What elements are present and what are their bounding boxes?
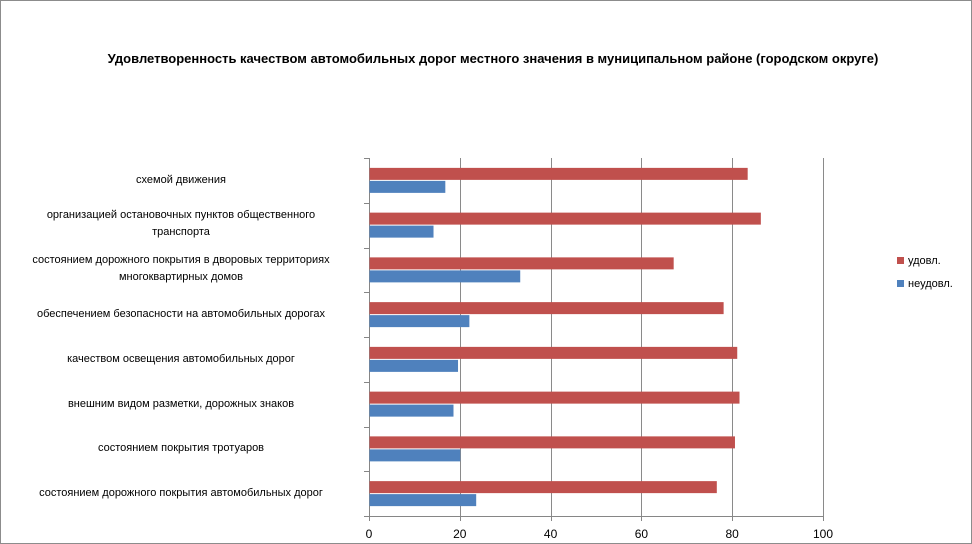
bar-unsatisfied — [369, 315, 470, 328]
category-label: качеством освещения автомобильных дорог — [6, 351, 356, 368]
category-label-line: внешним видом разметки, дорожных знаков — [67, 397, 295, 410]
bar-satisfied — [369, 257, 674, 270]
bar-satisfied — [369, 167, 748, 180]
bar-satisfied — [369, 346, 738, 359]
legend-item-satisfied: удовл. — [897, 255, 941, 267]
x-tick-label: 80 — [725, 527, 739, 541]
category-label: состоянием дорожного покрытия в дворовых… — [6, 252, 356, 286]
legend-label-satisfied: удовл. — [908, 255, 941, 267]
legend-swatch-unsatisfied — [897, 279, 904, 287]
x-tick-label: 20 — [453, 527, 467, 541]
x-tick-label: 0 — [365, 527, 373, 541]
legend-swatch-satisfied — [897, 256, 904, 264]
bar-unsatisfied — [369, 359, 459, 372]
bar-unsatisfied — [369, 270, 521, 283]
x-tick-label: 100 — [812, 527, 834, 541]
bar-unsatisfied — [369, 404, 454, 417]
category-label: состоянием покрытия тротуаров — [6, 440, 356, 457]
x-tick-label: 40 — [543, 527, 558, 541]
category-label-line: схемой движения — [136, 173, 226, 186]
category-label-line: многоквартирных домов — [118, 270, 244, 283]
category-label-line: организацией остановочных пунктов общест… — [46, 209, 316, 222]
category-label-line: транспорта — [152, 226, 210, 239]
bar-satisfied — [369, 212, 761, 225]
bar-satisfied — [369, 436, 735, 449]
legend-item-unsatisfied: неудовл. — [897, 278, 953, 290]
chart-title: Удовлетворенность качеством автомобильны… — [107, 51, 879, 66]
legend-label-unsatisfied: неудовл. — [908, 278, 953, 290]
category-label: организацией остановочных пунктов общест… — [6, 207, 356, 241]
category-label: обеспечением безопасности на автомобильн… — [6, 306, 356, 323]
category-label: внешним видом разметки, дорожных знаков — [6, 396, 356, 413]
category-label-line: состоянием покрытия тротуаров — [97, 442, 265, 455]
bar-unsatisfied — [369, 225, 434, 238]
category-label: состоянием дорожного покрытия автомобиль… — [6, 485, 356, 502]
category-label: схемой движения — [6, 172, 356, 189]
bar-unsatisfied — [369, 494, 477, 507]
bar-unsatisfied — [369, 180, 446, 193]
category-label-line: обеспечением безопасности на автомобильн… — [37, 308, 325, 321]
category-label-line: состоянием дорожного покрытия в дворовых… — [32, 253, 330, 266]
bar-unsatisfied — [369, 449, 461, 462]
bar-satisfied — [369, 481, 717, 494]
x-tick-label: 60 — [634, 527, 649, 541]
bar-satisfied — [369, 391, 740, 404]
bar-satisfied — [369, 302, 724, 315]
category-label-line: качеством освещения автомобильных дорог — [67, 352, 295, 365]
category-label-line: состоянием дорожного покрытия автомобиль… — [39, 487, 323, 500]
